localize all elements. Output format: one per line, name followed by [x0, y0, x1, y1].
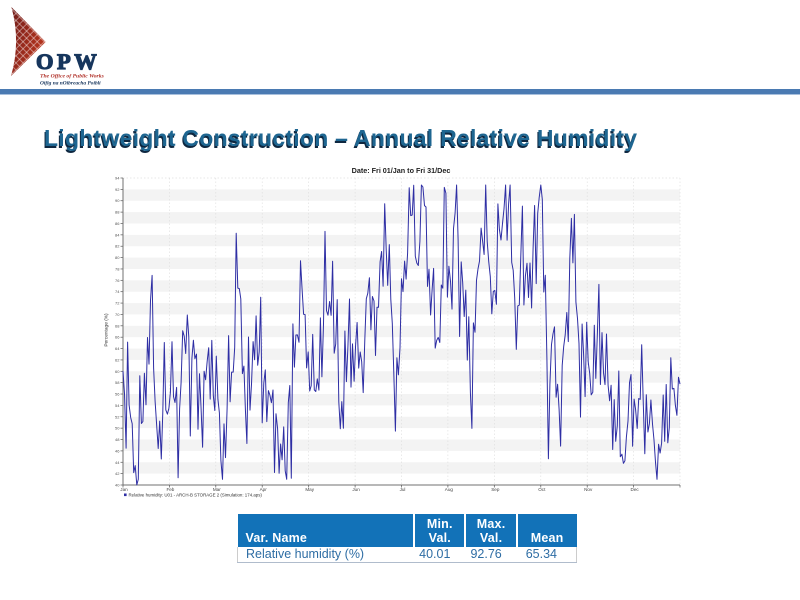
svg-text:78: 78 — [115, 266, 120, 271]
svg-text:46: 46 — [115, 448, 120, 453]
svg-text:52: 52 — [115, 414, 120, 419]
svg-text:Oct: Oct — [538, 487, 546, 492]
svg-text:66: 66 — [115, 335, 120, 340]
svg-text:80: 80 — [115, 255, 120, 260]
svg-text:Date: Fri 01/Jan to Fri 31/Dec: Date: Fri 01/Jan to Fri 31/Dec — [352, 166, 451, 175]
svg-text:56: 56 — [115, 392, 120, 397]
svg-text:Jan: Jan — [120, 487, 128, 492]
svg-text:48: 48 — [115, 437, 120, 442]
svg-text:Mar: Mar — [213, 487, 221, 492]
svg-text:82: 82 — [115, 244, 120, 249]
svg-text:44: 44 — [115, 460, 120, 465]
svg-text:OPW: OPW — [36, 49, 100, 74]
svg-text:76: 76 — [115, 278, 120, 283]
svg-text:92: 92 — [115, 187, 120, 192]
svg-text:Sep: Sep — [491, 487, 500, 492]
svg-text:74: 74 — [115, 289, 120, 294]
svg-text:84: 84 — [115, 232, 120, 237]
svg-text:86: 86 — [115, 221, 120, 226]
svg-text:42: 42 — [115, 471, 120, 476]
svg-text:Jun: Jun — [352, 487, 360, 492]
svg-text:Oifig na nOibreacha Poiblí: Oifig na nOibreacha Poiblí — [40, 81, 101, 87]
svg-text:60: 60 — [115, 369, 120, 374]
svg-text:40: 40 — [115, 483, 120, 488]
svg-text:90: 90 — [115, 198, 120, 203]
svg-text:Jul: Jul — [400, 487, 406, 492]
svg-text:88: 88 — [115, 210, 120, 215]
svg-text:Nov: Nov — [584, 487, 593, 492]
svg-text:64: 64 — [115, 346, 120, 351]
svg-text:68: 68 — [115, 323, 120, 328]
svg-text:50: 50 — [115, 426, 120, 431]
svg-text:62: 62 — [115, 357, 120, 362]
svg-text:Percentage (%): Percentage (%) — [104, 313, 110, 347]
svg-text:Relative humidity: U01 - ARCH-: Relative humidity: U01 - ARCH-B STORAGE … — [129, 493, 263, 498]
svg-text:54: 54 — [115, 403, 120, 408]
svg-text:Feb: Feb — [166, 487, 174, 492]
svg-text:The Office of Public Works: The Office of Public Works — [40, 74, 105, 80]
svg-text:May: May — [305, 487, 314, 492]
svg-text:72: 72 — [115, 301, 120, 306]
svg-text:Aug: Aug — [445, 487, 454, 492]
svg-text:94: 94 — [115, 176, 120, 181]
svg-text:58: 58 — [115, 380, 120, 385]
svg-text:Apr: Apr — [260, 487, 268, 492]
svg-text:Dec: Dec — [631, 487, 640, 492]
svg-text:70: 70 — [115, 312, 120, 317]
